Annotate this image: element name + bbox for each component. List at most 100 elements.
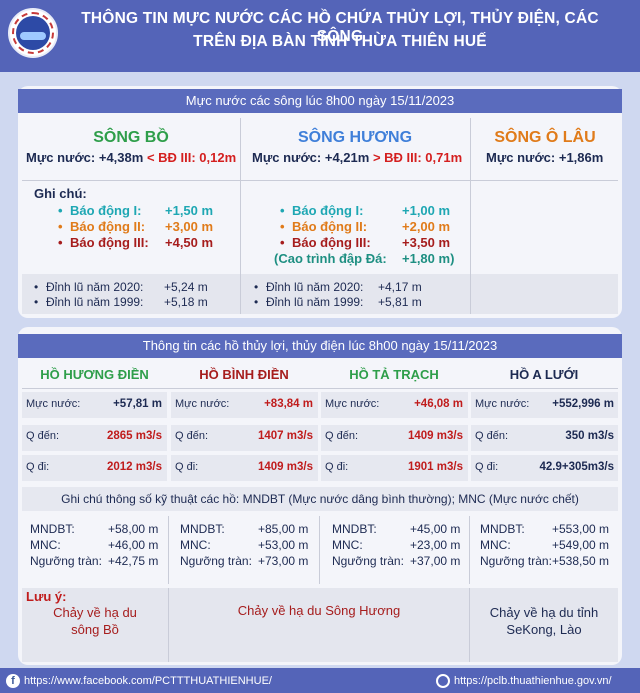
alarm-2-row: • Báo động II: [280,219,368,234]
spillway-label: Ngưỡng tràn: [332,554,404,568]
mnc-label: MNC: [480,538,511,552]
flood-peak-2020-bo: • Đỉnh lũ năm 2020: [34,280,144,294]
lake-cell [471,455,618,481]
outflow-label: Q đi: [475,461,499,473]
lake-outflow-value: 1901 m3/s [408,461,463,473]
flood-peak-2020-huong: • Đỉnh lũ năm 2020: [254,280,364,294]
spillway-value: +42,75 m [108,554,159,568]
spec-note-row [22,487,618,511]
facebook-icon: f [6,674,20,688]
level-label: Mực nước: [475,398,530,410]
river-name-bo: SÔNG BỒ [93,129,169,146]
flood-value: +5,24 m [164,280,208,294]
alarm-2-value: +3,00 m [165,219,214,234]
outflow-label: Q đi: [175,461,199,473]
alarm-label: Báo động II: [292,219,368,234]
lake-inflow-value: 350 m3/s [565,430,614,442]
lake-level-value: +552,996 m [552,398,614,410]
spillway-value: +37,00 m [410,554,461,568]
divider [319,516,320,584]
rivers-bar-title: Mực nước các sông lúc 8h00 ngày 15/11/20… [18,89,622,113]
inflow-label: Q đến: [175,430,209,442]
river-level-olau: Mực nước: +1,86m [486,150,604,165]
lake-cell [22,425,167,451]
lakes-bar-title: Thông tin các hồ thủy lợi, thủy điện lúc… [18,334,622,358]
mnc-label: MNC: [30,538,61,552]
lake-name-a-luoi: HỒ A LƯỚI [509,367,579,382]
inflow-label: Q đến: [475,430,509,442]
spec-note: Ghi chú thông số kỹ thuật các hồ: MNDBT … [61,492,579,506]
lake-name-huong-dien: HỒ HƯƠNG ĐIỀN [40,367,149,382]
remark-line: sông Bồ [71,622,119,637]
alarm-label: Báo động III: [70,235,149,250]
lake-outflow-value: 42.9+305m3/s [539,461,615,473]
footer-bar [0,668,640,693]
mnc-label: MNC: [332,538,363,552]
divider [469,588,470,662]
lake-cell [171,425,318,451]
remark-row [22,588,618,662]
mndbt-label: MNDBT: [30,522,75,536]
header-banner [0,0,640,72]
lake-outflow-value: 1409 m3/s [258,461,313,473]
dam-level-label: (Cao trình đập Đá: [274,251,387,266]
flood-peak-1999-huong: • Đỉnh lũ năm 1999: [254,295,364,309]
level-label: Mực nước: [26,398,81,410]
mndbt-label: MNDBT: [480,522,525,536]
flood-label: Đỉnh lũ năm 2020: [266,280,364,294]
level-value: Mực nước: +4,38m [26,150,144,165]
level-compare: > BĐ III: 0,71m [372,150,463,165]
divider [168,516,169,584]
inflow-label: Q đến: [325,430,359,442]
lake-cell [471,392,618,418]
remark-line: SeKong, Lào [506,622,582,637]
logo-emblem-icon [8,8,58,58]
divider [469,516,470,584]
lake-outflow-value: 2012 m3/s [107,461,162,473]
flood-peak-1999-bo: • Đỉnh lũ năm 1999: [34,295,144,309]
divider [470,274,471,314]
river-level-bo: Mực nước: +4,38m < BĐ III: 0,12m [26,150,236,165]
mndbt-value: +45,00 m [410,522,461,536]
mnc-label: MNC: [180,538,211,552]
remark-flow-sekong: Chảy về hạ du tỉnh SeKong, Lào [470,604,618,638]
facebook-link[interactable]: https://www.facebook.com/PCTTTHUATHIENHU… [24,675,272,687]
divider [22,180,618,181]
remark-flow-huong: Chảy về hạ du Sông Hương [237,603,401,618]
mnc-value: +23,00 m [410,538,461,552]
flood-value: +4,17 m [378,280,422,294]
lake-cell [321,392,468,418]
divider [240,118,241,314]
level-label: Mực nước: [175,398,230,410]
mndbt-value: +85,00 m [258,522,309,536]
divider [470,118,471,314]
mndbt-label: MNDBT: [180,522,225,536]
river-name-huong: SÔNG HƯƠNG [297,129,413,146]
alarm-3-value: +4,50 m [165,235,214,250]
alarm-2-row: • Báo động II: [58,219,146,234]
lake-cell [22,455,167,481]
website-link[interactable]: https://pclb.thuathienhue.gov.vn/ [454,675,612,687]
flood-value: +5,81 m [378,295,422,309]
alarm-2-value: +2,00 m [402,219,451,234]
river-name-olau: SÔNG Ô LÂU [494,129,596,146]
lake-cell [321,455,468,481]
note-title: Ghi chú: [34,186,87,201]
dam-level-value: +1,80 m) [402,251,455,266]
divider [240,274,241,314]
lake-level-value: +83,84 m [264,398,313,410]
alarm-1-value: +1,00 m [402,203,451,218]
globe-icon [436,674,450,688]
alarm-3-row: • Báo động III: [58,235,149,250]
alarm-label: Báo động II: [70,219,146,234]
river-level-huong: Mực nước: +4,21m > BĐ III: 0,71m [252,150,462,165]
lake-inflow-value: 1409 m3/s [408,430,463,442]
remark-flow-bo: Chảy về hạ du sông Bồ [22,604,168,638]
level-value: Mực nước: +4,21m [252,150,370,165]
lake-level-value: +46,08 m [414,398,463,410]
divider [168,588,169,662]
spillway-value: +538,50 m [552,554,610,568]
inflow-label: Q đến: [26,430,60,442]
level-label: Mực nước: [325,398,380,410]
alarm-1-row: • Báo động I: [58,203,142,218]
